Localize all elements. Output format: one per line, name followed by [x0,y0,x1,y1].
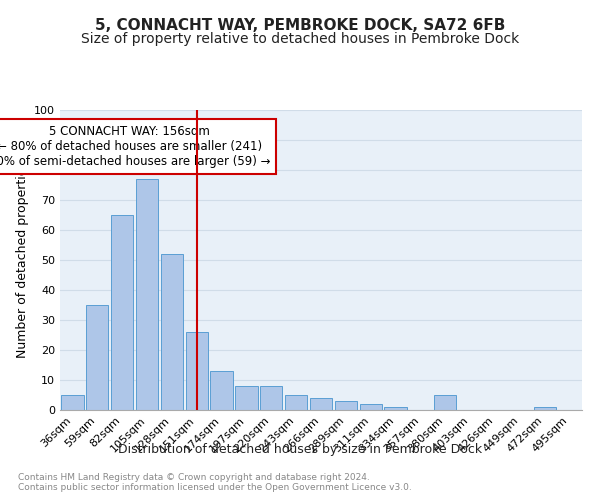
Bar [111,215,133,410]
Text: 5, CONNACHT WAY, PEMBROKE DOCK, SA72 6FB: 5, CONNACHT WAY, PEMBROKE DOCK, SA72 6FB [95,18,505,32]
Bar [385,407,407,410]
Text: 5 CONNACHT WAY: 156sqm
← 80% of detached houses are smaller (241)
20% of semi-de: 5 CONNACHT WAY: 156sqm ← 80% of detached… [0,125,271,168]
Bar [185,332,208,410]
Bar [211,371,233,410]
Text: Contains HM Land Registry data © Crown copyright and database right 2024.
Contai: Contains HM Land Registry data © Crown c… [18,472,412,492]
Bar [359,404,382,410]
Bar [61,395,83,410]
Bar [136,179,158,410]
Bar [434,395,457,410]
Bar [310,398,332,410]
Bar [86,305,109,410]
Bar [161,254,183,410]
Bar [285,395,307,410]
Bar [533,407,556,410]
Bar [235,386,257,410]
Text: Distribution of detached houses by size in Pembroke Dock: Distribution of detached houses by size … [118,442,482,456]
Y-axis label: Number of detached properties: Number of detached properties [16,162,29,358]
Bar [260,386,283,410]
Text: Size of property relative to detached houses in Pembroke Dock: Size of property relative to detached ho… [81,32,519,46]
Bar [335,401,357,410]
